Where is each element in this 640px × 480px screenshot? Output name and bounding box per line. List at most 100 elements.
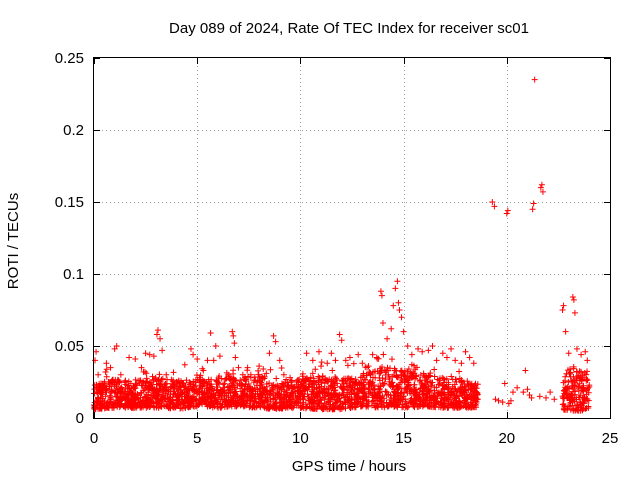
data-point [401, 373, 408, 380]
data-point [346, 404, 353, 411]
data-point [417, 402, 424, 409]
data-point [322, 377, 329, 384]
data-point [324, 406, 331, 413]
data-point [366, 368, 373, 375]
data-point [570, 405, 577, 412]
data-point [255, 367, 262, 374]
data-point [370, 397, 377, 404]
data-point [106, 392, 113, 399]
data-point [503, 210, 510, 217]
data-point [166, 398, 173, 405]
data-point [204, 357, 211, 364]
y-tick-label: 0.15 [55, 194, 84, 211]
data-point [205, 394, 212, 401]
data-point [272, 338, 279, 345]
x-tick-label: 25 [602, 430, 619, 447]
data-point [283, 376, 290, 383]
data-point [577, 369, 584, 376]
data-point [216, 353, 223, 360]
data-point [220, 381, 227, 388]
data-point [167, 384, 174, 391]
data-point [232, 354, 239, 361]
data-point [382, 376, 389, 383]
data-point [577, 392, 584, 399]
data-point [584, 357, 591, 364]
data-point [196, 396, 203, 403]
data-point [230, 393, 237, 400]
data-point [161, 383, 168, 390]
data-point [163, 388, 170, 395]
data-point [257, 403, 264, 410]
data-point [585, 385, 592, 392]
data-point [470, 388, 477, 395]
data-point [381, 380, 388, 387]
data-point [578, 387, 585, 394]
data-point [346, 354, 353, 361]
data-point [451, 394, 458, 401]
data-point [462, 348, 469, 355]
data-point [267, 398, 274, 405]
data-point [297, 387, 304, 394]
data-point [356, 380, 363, 387]
data-point [140, 368, 147, 375]
data-point [427, 379, 434, 386]
data-point [441, 391, 448, 398]
data-point [405, 382, 412, 389]
y-tick-label: 0.05 [55, 338, 84, 355]
data-point [123, 402, 130, 409]
data-point [198, 389, 205, 396]
data-point [369, 351, 376, 358]
data-point [365, 363, 372, 370]
data-point [121, 379, 128, 386]
data-point [293, 381, 300, 388]
data-point [402, 385, 409, 392]
data-point [394, 374, 401, 381]
data-point [339, 389, 346, 396]
data-point [154, 327, 161, 334]
data-point [520, 389, 527, 396]
data-point [229, 328, 236, 335]
data-point [247, 388, 254, 395]
data-point [259, 374, 266, 381]
data-point [322, 389, 329, 396]
data-point [180, 401, 187, 408]
data-point [276, 357, 283, 364]
data-point [290, 391, 297, 398]
data-point [578, 400, 585, 407]
data-point [205, 376, 212, 383]
data-point [255, 371, 262, 378]
data-point [145, 400, 152, 407]
data-point [187, 380, 194, 387]
data-point [456, 375, 463, 382]
data-point [571, 309, 578, 316]
data-point [305, 397, 312, 404]
data-point [203, 385, 210, 392]
data-point [283, 387, 290, 394]
data-point [464, 391, 471, 398]
data-point [328, 382, 335, 389]
data-point [568, 392, 575, 399]
data-point [445, 384, 452, 391]
data-point [468, 393, 475, 400]
data-point [394, 278, 401, 285]
data-point [576, 380, 583, 387]
data-point [393, 372, 400, 379]
data-point [330, 385, 337, 392]
data-point [426, 399, 433, 406]
data-point [567, 370, 574, 377]
data-point [338, 337, 345, 344]
data-point [570, 365, 577, 372]
data-point [445, 398, 452, 405]
data-point [309, 370, 316, 377]
data-point [451, 381, 458, 388]
data-point [528, 394, 535, 401]
data-point [310, 380, 317, 387]
data-point [448, 388, 455, 395]
data-point [210, 357, 217, 364]
data-point [287, 374, 294, 381]
data-point [175, 399, 182, 406]
data-point [306, 404, 313, 411]
data-point [125, 378, 132, 385]
data-point [222, 376, 229, 383]
